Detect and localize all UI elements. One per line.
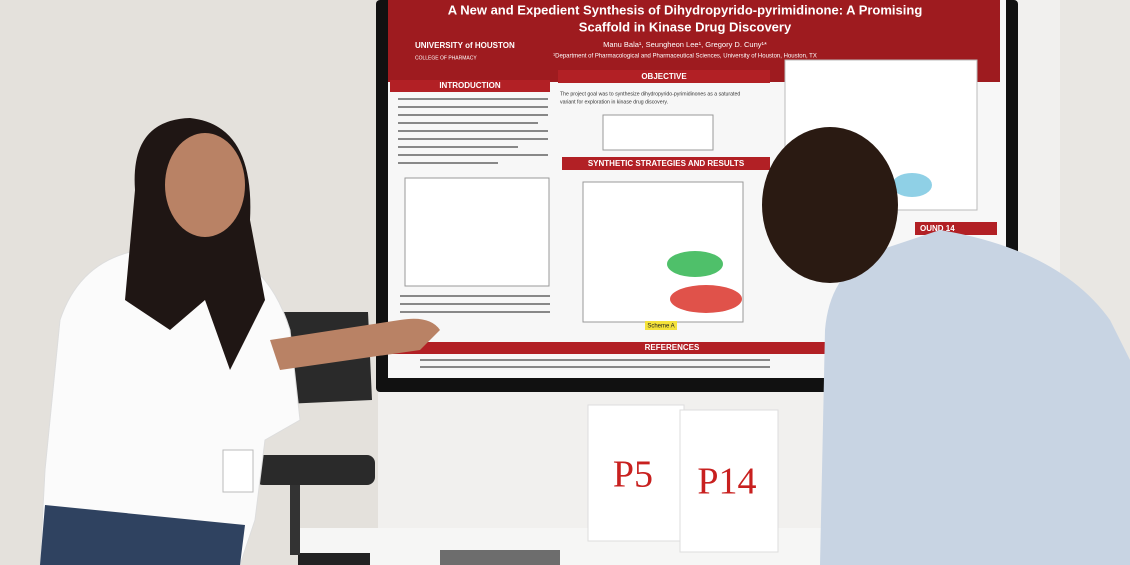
affiliation: ¹Department of Pharmacological and Pharm… [553, 54, 817, 60]
highlight [670, 285, 742, 313]
person-arm [270, 318, 440, 370]
highlight [892, 173, 932, 197]
body-text [398, 98, 770, 368]
sign-label: P5 [613, 454, 653, 496]
sign [679, 409, 779, 553]
sign-label: P14 [697, 461, 756, 503]
authors: Manu Bala¹, Seungheon Lee¹, Gregory D. C… [603, 40, 767, 49]
chair-seat [255, 455, 375, 485]
person-head [762, 127, 898, 283]
poster-title: A New and Expedient Synthesis of Dihydro… [448, 2, 923, 17]
section-title: SYNTHETIC STRATEGIES AND RESULTS [588, 159, 745, 168]
sign [587, 404, 685, 542]
basket [440, 550, 560, 565]
highlight [667, 251, 723, 277]
person-face [165, 133, 245, 237]
badge [222, 449, 254, 493]
objective-text: The project goal was to synthesize dihyd… [560, 91, 740, 97]
section-title: REFERENCES [645, 343, 700, 352]
objective-text: variant for exploration in kinase drug d… [560, 99, 668, 105]
phone [298, 553, 370, 565]
scheme-tag [645, 321, 677, 330]
section-title: INTRODUCTION [439, 81, 501, 90]
university: UNIVERSITY of HOUSTON [415, 41, 515, 50]
section-bar [390, 342, 960, 354]
college: COLLEGE OF PHARMACY [415, 55, 477, 61]
section-bar [390, 80, 550, 92]
section-bar [558, 70, 770, 83]
scheme-label: Scheme A [647, 324, 674, 330]
chair-leg [290, 485, 300, 555]
person-trousers [40, 505, 245, 565]
poster-title: Scaffold in Kinase Drug Discovery [579, 19, 792, 34]
person-shirt [820, 230, 1130, 565]
section-bar [562, 157, 770, 170]
figure [404, 177, 550, 287]
figure [602, 114, 714, 151]
section-title: OBJECTIVE [641, 72, 687, 81]
section-title: OUND 14 [920, 224, 955, 233]
